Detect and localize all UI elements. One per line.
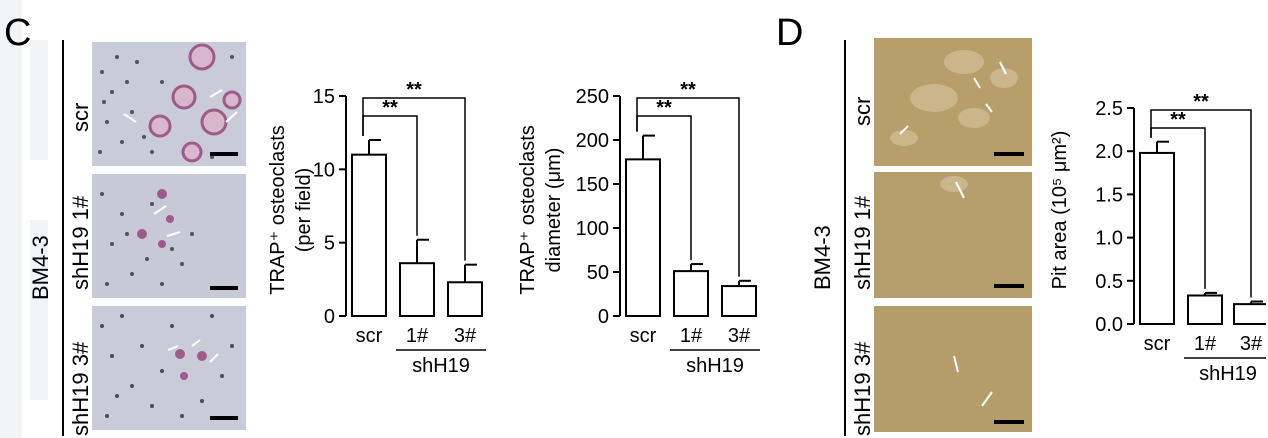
chart0-x-label-0: scr [356, 325, 383, 347]
chart1-sig-bracket-1 [636, 115, 692, 261]
chart1-x-label-1: 1# [680, 325, 703, 347]
chart0-bar-1 [399, 262, 435, 317]
chart2-group-label: shH19 [1199, 363, 1257, 380]
pit-micrograph-sh3-image [874, 306, 1032, 432]
pit-micrograph-scr-image [890, 50, 1024, 156]
chart2-sig-bracket-1 [1150, 127, 1206, 289]
chart2-x-label-0: scr [1144, 333, 1171, 355]
chart1-y-tick-label-1: 50 [587, 262, 609, 284]
chart2-bar-1 [1187, 294, 1223, 326]
chart1-bar-2 [721, 285, 757, 318]
chart0-sig-bracket-1 [362, 115, 418, 236]
chart0-sig-label-1: ** [382, 97, 398, 119]
chart2-sig-label-1: ** [1170, 109, 1186, 131]
chart2-y-tick-label-5: 2.5 [1095, 98, 1123, 120]
chart1-sig-bracket-0 [636, 97, 740, 277]
chart-trap-count-ylabel-line2: (per field) [293, 168, 315, 252]
pit-micrograph-scr [874, 38, 1032, 166]
chart0-y-tick-label-2: 10 [313, 159, 335, 181]
chart0-bar-2 [447, 281, 483, 317]
chart1-y-tick-label-4: 200 [576, 130, 609, 152]
chart1-y-tick-label-5: 250 [576, 86, 609, 108]
chart-trap-diameter-ylabel-line1: TRAP⁺ osteoclasts [517, 125, 539, 295]
panel-letter-c: C [4, 12, 32, 54]
chart-trap-diameter: TRAP⁺ osteoclasts diameter (μm) 0 50 100 15… [517, 79, 760, 377]
pit-micrograph-sh3 [874, 306, 1032, 432]
trap-micrograph-scr-image [98, 43, 242, 163]
chart0-x-label-2: 3# [454, 325, 477, 347]
panel-c-cell-line-label: BM4-3 [28, 235, 53, 300]
panel-c-row-label-sh3: shH19 3# [68, 341, 93, 436]
panel-d-row-label-sh1: shH19 1# [850, 195, 875, 290]
panel-c-row-label-sh1: shH19 1# [68, 195, 93, 290]
chart2-sig-bracket-0 [1150, 109, 1252, 298]
panel-d-cell-line-label: BM4-3 [810, 225, 835, 290]
pit-micrograph-sh1 [874, 172, 1032, 298]
chart2-x-label-2: 3# [1240, 333, 1263, 355]
chart-trap-diameter-ylabel-line2: diameter (μm) [543, 148, 565, 273]
chart2-y-tick-label-3: 1.5 [1095, 184, 1123, 206]
chart0-bar-0 [351, 153, 387, 317]
chart1-x-label-0: scr [630, 325, 657, 347]
chart2-x-label-1: 1# [1194, 333, 1217, 355]
chart2-sig-label-0: ** [1193, 91, 1209, 113]
chart-trap-count: TRAP⁺ osteoclasts (per field) 0 5 10 15 scr 1… [267, 79, 486, 377]
chart2-y-tick-label-2: 1.0 [1095, 228, 1123, 250]
chart1-bar-0 [625, 158, 661, 317]
chart-trap-count-ylabel: TRAP⁺ osteoclasts (per field) [267, 125, 315, 295]
chart0-x-label-1: 1# [406, 325, 429, 347]
trap-micrograph-scr [92, 42, 246, 166]
chart0-y-tick-label-3: 15 [313, 86, 335, 108]
panel-c-divider [62, 40, 64, 436]
panel-d-row-label-sh3: shH19 3# [850, 341, 875, 436]
chart1-y-tick-label-0: 0 [598, 306, 609, 328]
watermark-graphic [0, 0, 48, 438]
trap-micrograph-sh3-image [100, 314, 238, 420]
chart1-bar-1 [673, 270, 709, 317]
chart1-sig-label-0: ** [680, 79, 696, 101]
chart2-y-tick-label-1: 0.5 [1095, 271, 1123, 293]
chart-trap-count-ylabel-line1: TRAP⁺ osteoclasts [267, 125, 289, 295]
chart0-y-tick-label-0: 0 [324, 306, 335, 328]
panel-d-row-label-scr: scr [850, 96, 875, 126]
chart-pit-area: Pit area (10⁵ μm²) 0.0 0.5 1.0 1.5 2.0 2.5 scr… [1049, 91, 1266, 380]
panel-letter-d: D [776, 12, 804, 54]
chart2-y-tick-label-4: 2.0 [1095, 141, 1123, 163]
chart-trap-diameter-ylabel: TRAP⁺ osteoclasts diameter (μm) [517, 125, 565, 295]
chart0-sig-label-0: ** [406, 79, 422, 101]
chart1-group-label: shH19 [686, 355, 744, 377]
chart0-group-label: shH19 [412, 355, 470, 377]
pit-micrograph-sh1-image [874, 172, 1032, 298]
chart1-y-tick-label-2: 100 [576, 218, 609, 240]
chart2-y-tick-label-0: 0.0 [1095, 314, 1123, 336]
trap-micrograph-sh1 [92, 174, 246, 298]
chart-pit-area-ylabel: Pit area (10⁵ μm²) [1049, 131, 1071, 290]
panel-d-divider [844, 40, 846, 436]
chart1-y-tick-label-3: 150 [576, 174, 609, 196]
chart0-y-tick-label-1: 5 [324, 233, 335, 255]
chart2-bar-2 [1233, 303, 1266, 326]
chart1-x-label-2: 3# [728, 325, 751, 347]
chart1-sig-label-1: ** [656, 97, 672, 119]
chart2-bar-0 [1139, 151, 1175, 326]
trap-micrograph-sh3 [92, 306, 246, 430]
panel-c-row-label-scr: scr [68, 102, 93, 132]
trap-micrograph-sh1-image [92, 174, 246, 298]
